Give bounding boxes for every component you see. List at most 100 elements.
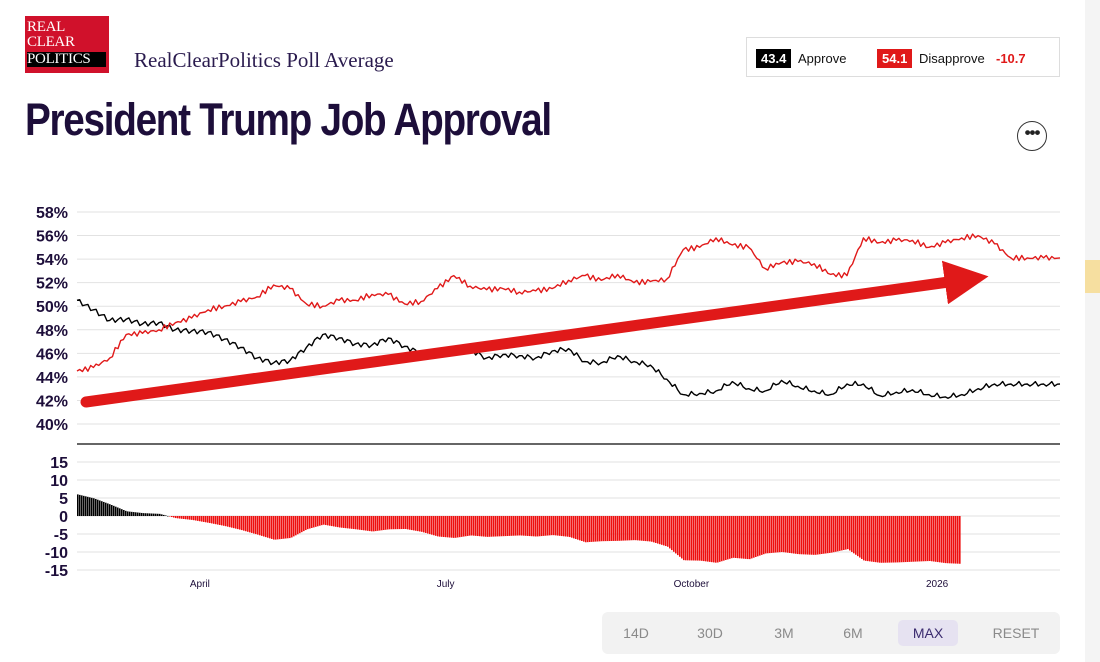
trend-arrow-annotation [80, 260, 989, 408]
spread-bar [285, 516, 287, 539]
spread-bar [627, 516, 629, 541]
spread-bar [649, 516, 651, 542]
scrollbar-thumb[interactable] [1085, 260, 1100, 293]
spread-bar [239, 516, 241, 530]
spread-bar [203, 516, 205, 522]
logo-line-3: POLITICS [27, 52, 106, 67]
series-line-approve [76, 299, 1061, 399]
spread-bar [607, 516, 609, 542]
spread-bar [839, 516, 841, 551]
spread-bar [117, 507, 119, 516]
spread-bar [297, 516, 299, 535]
spread-bar [921, 516, 923, 562]
rcp-logo[interactable]: REAL CLEAR POLITICS [25, 16, 109, 73]
range-6m-button[interactable]: 6M [843, 625, 863, 641]
y-tick-label: 0 [59, 509, 68, 526]
spread-bar [557, 516, 559, 536]
disapprove-value-badge: 54.1 [877, 49, 913, 68]
poll-summary: 43.4 Approve 54.1 Disapprove -10.7 [746, 37, 1060, 77]
spread-bar [625, 516, 627, 541]
spread-bar [411, 516, 413, 531]
spread-bar [509, 516, 511, 536]
spread-bar [271, 516, 273, 539]
spread-bar [379, 516, 381, 531]
spread-bar [669, 516, 671, 549]
spread-bar [261, 516, 263, 536]
spread-bar [173, 516, 175, 518]
spread-bar [781, 516, 783, 553]
spread-bar [591, 516, 593, 542]
spread-bar [731, 516, 733, 559]
spread-bar [819, 516, 821, 555]
spread-bar [783, 516, 785, 553]
spread-bar [617, 516, 619, 541]
spread-bar [195, 516, 197, 521]
spread-bar [513, 516, 515, 536]
spread-bar [645, 516, 647, 542]
range-14d-button[interactable]: 14D [623, 625, 649, 641]
range-max-button[interactable]: MAX [898, 620, 958, 646]
spread-bar [859, 516, 861, 558]
spread-bar [209, 516, 211, 524]
spread-bar [79, 494, 81, 516]
spread-bar [681, 516, 683, 559]
spread-bar [333, 516, 335, 527]
y-tick-label: 10 [50, 473, 68, 490]
spread-bar [221, 516, 223, 526]
spread-bar [927, 516, 929, 562]
spread-bar [941, 516, 943, 563]
spread-bar [315, 516, 317, 527]
spread-bar [773, 516, 775, 553]
spread-bar [691, 516, 693, 561]
spread-bar [815, 516, 817, 555]
spread-bar [841, 516, 843, 551]
spread-bar [891, 516, 893, 563]
spread-bar [879, 516, 881, 563]
spread-bar [795, 516, 797, 554]
spread-bar [223, 516, 225, 526]
spread-bar [887, 516, 889, 563]
range-3m-button[interactable]: 3M [774, 625, 794, 641]
page-title: President Trump Job Approval [25, 94, 552, 145]
spread-bar [283, 516, 285, 539]
page-scrollbar[interactable] [1085, 0, 1100, 662]
x-tick-label: 2026 [926, 579, 949, 590]
spread-bar [791, 516, 793, 554]
more-options-button[interactable]: ••• [1017, 121, 1047, 151]
spread-bar [913, 516, 915, 562]
spread-bar [911, 516, 913, 562]
spread-bar [183, 516, 185, 520]
spread-bar [143, 513, 145, 516]
spread-bar [725, 516, 727, 561]
y-tick-label: 40% [36, 417, 68, 434]
spread-bar [485, 516, 487, 537]
spread-bar [743, 516, 745, 559]
spread-bar [391, 516, 393, 530]
spread-bar [119, 508, 121, 516]
spread-bar [275, 516, 277, 540]
spread-bar [375, 516, 377, 532]
spread-bar [553, 516, 555, 536]
spread-bar [959, 516, 961, 564]
spread-bar [401, 516, 403, 530]
spread-bar [279, 516, 281, 540]
spread-bar [431, 516, 433, 535]
spread-bar [309, 516, 311, 529]
spread-bar [97, 499, 99, 516]
y-tick-label: 15 [50, 455, 68, 472]
spread-bar [317, 516, 319, 527]
spread-bar [323, 516, 325, 525]
spread-bar [257, 516, 259, 535]
range-reset-button[interactable]: RESET [992, 625, 1040, 641]
range-30d-button[interactable]: 30D [697, 625, 723, 641]
spread-bar [871, 516, 873, 562]
spread-bar [453, 516, 455, 538]
spread-bar [597, 516, 599, 542]
spread-bar [231, 516, 233, 528]
spread-bar [679, 516, 681, 557]
spread-bar [589, 516, 591, 543]
spread-bar [915, 516, 917, 562]
spread-bar [579, 516, 581, 541]
spread-bar [415, 516, 417, 531]
spread-bar [85, 496, 87, 516]
